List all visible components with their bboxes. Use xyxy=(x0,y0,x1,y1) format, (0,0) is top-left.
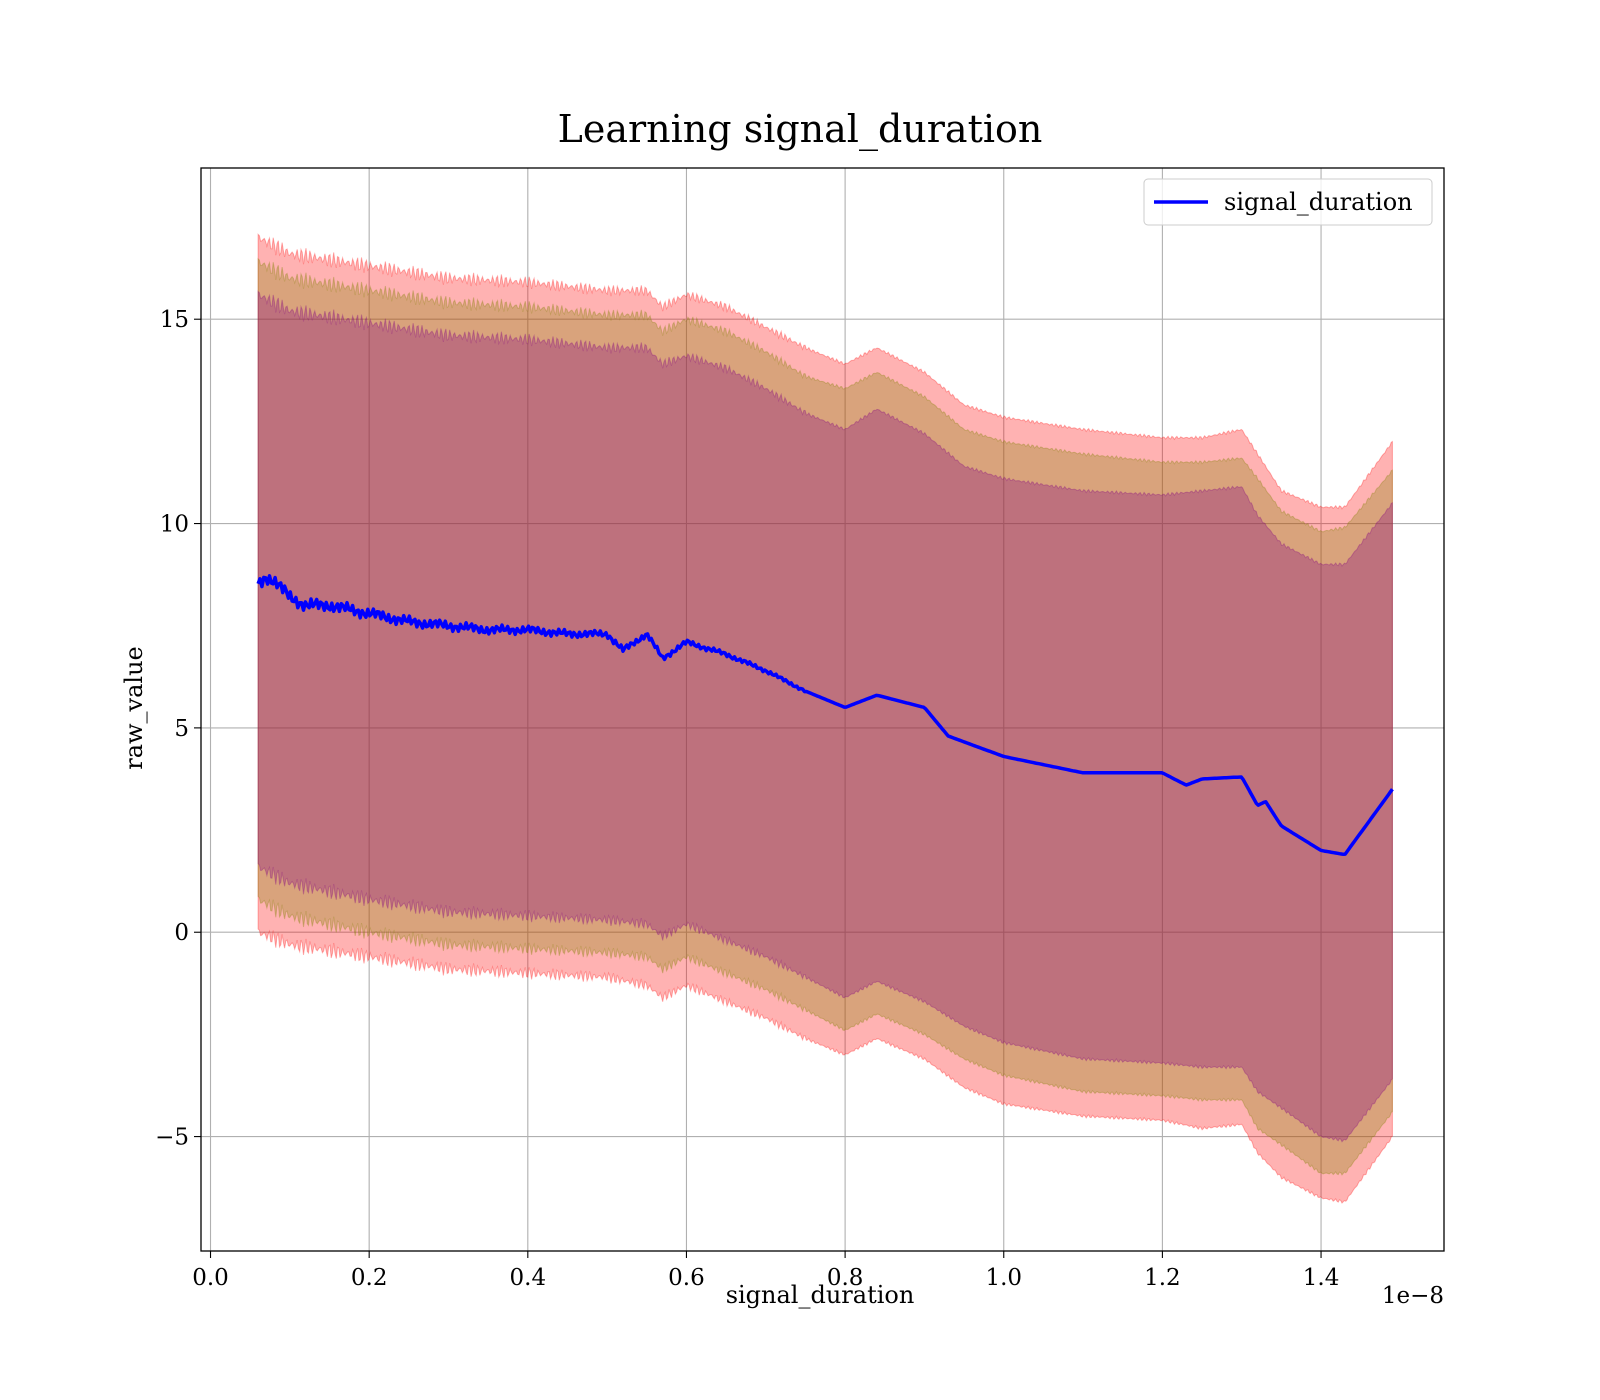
x-axis: 0.0 0.2 0.4 0.6 0.8 1.0 1.2 1.4 xyxy=(192,1251,1339,1291)
legend-box xyxy=(1143,178,1433,226)
y-tick-label: 5 xyxy=(174,716,189,742)
y-tick-label: 0 xyxy=(174,920,189,946)
x-tick-label: 0.2 xyxy=(351,1265,388,1291)
y-tick-label: −5 xyxy=(155,1125,189,1151)
x-axis-label: signal_duration xyxy=(726,1281,915,1309)
inner-band xyxy=(257,290,1393,1143)
plot-area xyxy=(200,167,1445,1252)
x-tick-label: 1.0 xyxy=(985,1265,1022,1291)
x-tick-label: 0.4 xyxy=(510,1265,547,1291)
x-tick-label: 0.0 xyxy=(192,1265,229,1291)
plot-frame xyxy=(200,167,1445,1252)
y-tick-label: 10 xyxy=(160,512,189,538)
y-axis-label: raw_value xyxy=(120,646,148,770)
legend: signal_duration xyxy=(1143,178,1433,226)
series-line-signal_duration xyxy=(256,574,1394,857)
middle-band xyxy=(257,257,1393,1176)
chart-title: Learning signal_duration xyxy=(558,107,1043,152)
y-axis: −5 0 5 10 15 xyxy=(155,307,201,1151)
y-tick-label: 15 xyxy=(160,307,189,333)
x-tick-label: 0.6 xyxy=(668,1265,705,1291)
outer-band xyxy=(257,233,1393,1204)
x-tick-label: 1.4 xyxy=(1303,1265,1340,1291)
x-tick-label: 1.2 xyxy=(1144,1265,1181,1291)
legend-entry-label: signal_duration xyxy=(1224,188,1413,216)
x-offset-label: 1e−8 xyxy=(1382,1283,1444,1309)
x-tick-label: 0.8 xyxy=(827,1265,864,1291)
